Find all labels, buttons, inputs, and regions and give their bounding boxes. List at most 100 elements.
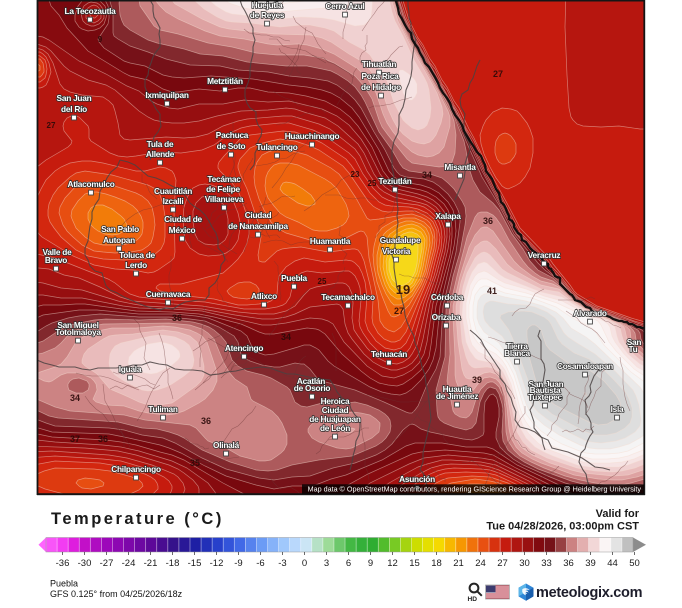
svg-text:35: 35	[190, 458, 200, 468]
svg-text:18: 18	[431, 558, 442, 569]
svg-text:Veracruz: Veracruz	[528, 250, 561, 260]
svg-text:-15: -15	[188, 558, 202, 569]
svg-text:Tu: Tu	[628, 344, 637, 354]
svg-text:de Osorio: de Osorio	[294, 383, 331, 393]
svg-text:Valle de: Valle de	[43, 247, 73, 257]
svg-text:34: 34	[70, 393, 80, 403]
svg-text:Xalapa: Xalapa	[435, 211, 461, 221]
svg-text:San Juan: San Juan	[57, 93, 92, 103]
svg-text:27: 27	[394, 306, 404, 316]
svg-text:GFS 0.125° from 04/25/2026/18: GFS 0.125° from 04/25/2026/18z	[50, 589, 183, 599]
svg-text:Isla: Isla	[611, 404, 624, 414]
svg-text:Acatlán: Acatlán	[297, 376, 325, 386]
svg-text:Heroica: Heroica	[321, 396, 350, 406]
svg-text:Tula de: Tula de	[147, 139, 174, 149]
svg-text:23: 23	[351, 170, 360, 179]
svg-text:25: 25	[318, 277, 327, 286]
svg-text:Victoria: Victoria	[382, 246, 411, 256]
svg-text:Tecamachalco: Tecamachalco	[321, 292, 375, 302]
svg-text:Ciudad: Ciudad	[245, 210, 272, 220]
svg-text:de Hidalgo: de Hidalgo	[361, 82, 401, 92]
svg-text:34: 34	[281, 332, 291, 342]
svg-text:Cosamaloapan: Cosamaloapan	[557, 361, 613, 371]
svg-text:21: 21	[453, 558, 464, 569]
svg-text:San Juan: San Juan	[529, 379, 564, 389]
svg-text:Ciudad de: Ciudad de	[164, 214, 202, 224]
svg-text:9: 9	[368, 558, 373, 569]
svg-text:de Nanacamilpa: de Nanacamilpa	[228, 221, 288, 231]
svg-text:36: 36	[483, 216, 493, 226]
svg-text:Huejutla: Huejutla	[252, 0, 283, 10]
svg-text:Blanca: Blanca	[504, 348, 530, 358]
svg-text:San Pablo: San Pablo	[101, 224, 139, 234]
svg-text:-9: -9	[234, 558, 242, 569]
svg-text:Tulancingo: Tulancingo	[256, 142, 297, 152]
svg-text:HD: HD	[468, 596, 478, 603]
svg-text:Iguala: Iguala	[119, 364, 142, 374]
svg-text:Allende: Allende	[146, 149, 175, 159]
svg-text:Autopan: Autopan	[103, 235, 135, 245]
svg-text:Guadalupe: Guadalupe	[380, 235, 421, 245]
svg-text:Tuxtepec: Tuxtepec	[528, 392, 562, 402]
svg-text:Atlixco: Atlixco	[251, 291, 277, 301]
svg-text:Toluca de: Toluca de	[119, 250, 155, 260]
svg-text:Bravo: Bravo	[45, 255, 67, 265]
svg-text:Izcalli: Izcalli	[163, 196, 184, 206]
svg-text:39: 39	[585, 558, 596, 569]
svg-text:3: 3	[324, 558, 329, 569]
svg-text:del Río: del Río	[61, 104, 87, 114]
svg-text:Huamantla: Huamantla	[310, 236, 351, 246]
svg-text:41: 41	[487, 286, 497, 296]
svg-text:19: 19	[396, 282, 410, 297]
svg-text:9: 9	[98, 35, 103, 44]
svg-text:33: 33	[541, 558, 552, 569]
svg-text:Totolmaloya: Totolmaloya	[55, 327, 101, 337]
svg-text:-6: -6	[256, 558, 264, 569]
svg-text:Poza Rica: Poza Rica	[362, 71, 400, 81]
svg-text:Map data © OpenStreetMap contr: Map data © OpenStreetMap contributors, r…	[308, 484, 642, 493]
svg-text:-27: -27	[100, 558, 114, 569]
svg-text:36: 36	[98, 434, 108, 444]
svg-text:Atlacomulco: Atlacomulco	[67, 179, 114, 189]
svg-text:-36: -36	[56, 558, 70, 569]
svg-text:Córdoba: Córdoba	[431, 292, 464, 302]
svg-text:Asunción: Asunción	[399, 474, 435, 484]
svg-text:Temperature (°C): Temperature (°C)	[51, 510, 224, 528]
svg-text:Alvarado: Alvarado	[573, 308, 607, 318]
svg-text:27: 27	[493, 69, 503, 79]
svg-text:0: 0	[302, 558, 307, 569]
svg-text:30: 30	[519, 558, 530, 569]
svg-text:-18: -18	[166, 558, 180, 569]
svg-text:Huautla: Huautla	[443, 384, 472, 394]
svg-text:36: 36	[201, 416, 211, 426]
svg-text:La Tecozautla: La Tecozautla	[65, 6, 117, 16]
svg-text:Tierra: Tierra	[506, 341, 528, 351]
svg-text:50: 50	[629, 558, 640, 569]
svg-text:de León: de León	[320, 423, 350, 433]
svg-text:Lerdo: Lerdo	[125, 260, 147, 270]
svg-text:Villanueva: Villanueva	[205, 194, 244, 204]
svg-text:27: 27	[497, 558, 508, 569]
svg-text:Valid for: Valid for	[596, 508, 640, 520]
svg-text:Pachuca: Pachuca	[216, 130, 249, 140]
svg-text:Metztitlán: Metztitlán	[207, 76, 243, 86]
svg-text:de Soto: de Soto	[217, 141, 246, 151]
svg-text:San: San	[627, 337, 642, 347]
svg-text:Bautista: Bautista	[530, 385, 561, 395]
svg-text:12: 12	[387, 558, 398, 569]
svg-text:Huauchinango: Huauchinango	[285, 131, 340, 141]
svg-text:-21: -21	[144, 558, 158, 569]
svg-text:36: 36	[563, 558, 574, 569]
svg-text:de Jiménez: de Jiménez	[436, 391, 478, 401]
svg-text:44: 44	[607, 558, 618, 569]
svg-text:Ciudad: Ciudad	[322, 405, 349, 415]
svg-text:México: México	[169, 225, 196, 235]
svg-text:Misantla: Misantla	[444, 162, 476, 172]
svg-text:27: 27	[47, 121, 56, 130]
svg-text:San Miguel: San Miguel	[57, 320, 98, 330]
svg-text:-12: -12	[210, 558, 224, 569]
svg-text:39: 39	[472, 375, 482, 385]
svg-text:Tecámac: Tecámac	[207, 174, 241, 184]
svg-text:24: 24	[475, 558, 486, 569]
svg-text:Cuautitlán: Cuautitlán	[154, 186, 192, 196]
